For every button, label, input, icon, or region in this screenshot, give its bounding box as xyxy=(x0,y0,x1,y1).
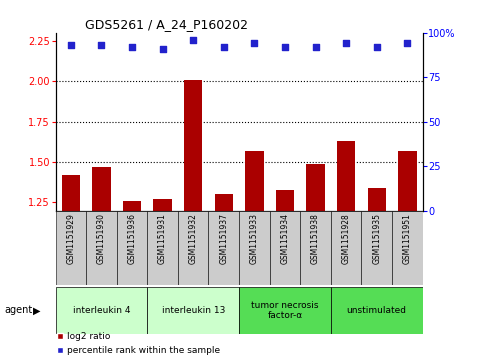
Bar xyxy=(245,151,264,211)
Bar xyxy=(337,141,355,211)
Point xyxy=(281,44,289,50)
Text: GSM1151951: GSM1151951 xyxy=(403,213,412,264)
Text: GSM1151933: GSM1151933 xyxy=(250,213,259,264)
Bar xyxy=(56,287,147,334)
Bar xyxy=(214,194,233,211)
Point xyxy=(312,44,319,50)
Text: GSM1151938: GSM1151938 xyxy=(311,213,320,264)
Text: GDS5261 / A_24_P160202: GDS5261 / A_24_P160202 xyxy=(85,19,248,32)
Bar xyxy=(331,211,361,285)
Text: agent: agent xyxy=(5,305,33,315)
Point xyxy=(403,40,411,46)
Point xyxy=(98,42,105,48)
Text: GSM1151930: GSM1151930 xyxy=(97,213,106,264)
Point xyxy=(342,40,350,46)
Bar xyxy=(239,211,270,285)
Point xyxy=(128,44,136,50)
Bar xyxy=(239,287,331,334)
Point xyxy=(159,46,167,52)
Point xyxy=(373,44,381,50)
Bar xyxy=(178,211,209,285)
Bar xyxy=(368,188,386,211)
Text: GSM1151936: GSM1151936 xyxy=(128,213,137,264)
Point xyxy=(67,42,75,48)
Bar xyxy=(270,211,300,285)
Bar xyxy=(86,211,117,285)
Text: GSM1151935: GSM1151935 xyxy=(372,213,381,264)
Bar xyxy=(398,151,416,211)
Legend: log2 ratio, percentile rank within the sample: log2 ratio, percentile rank within the s… xyxy=(53,329,224,359)
Bar xyxy=(306,164,325,211)
Bar xyxy=(361,211,392,285)
Text: unstimulated: unstimulated xyxy=(347,306,407,315)
Bar xyxy=(154,199,172,211)
Bar xyxy=(92,167,111,211)
Bar xyxy=(209,211,239,285)
Bar xyxy=(147,211,178,285)
Text: ▶: ▶ xyxy=(32,305,40,315)
Bar xyxy=(123,201,141,211)
Text: interleukin 13: interleukin 13 xyxy=(161,306,225,315)
Text: tumor necrosis
factor-α: tumor necrosis factor-α xyxy=(251,301,319,320)
Text: GSM1151931: GSM1151931 xyxy=(158,213,167,264)
Bar xyxy=(184,79,202,211)
Bar xyxy=(147,287,239,334)
Point xyxy=(189,37,197,43)
Text: GSM1151934: GSM1151934 xyxy=(281,213,289,264)
Bar xyxy=(117,211,147,285)
Bar xyxy=(331,287,423,334)
Text: interleukin 4: interleukin 4 xyxy=(72,306,130,315)
Text: GSM1151929: GSM1151929 xyxy=(66,213,75,264)
Text: GSM1151932: GSM1151932 xyxy=(189,213,198,264)
Bar xyxy=(62,175,80,211)
Text: GSM1151928: GSM1151928 xyxy=(341,213,351,264)
Point xyxy=(251,40,258,46)
Bar xyxy=(300,211,331,285)
Bar xyxy=(276,189,294,211)
Point xyxy=(220,44,227,50)
Bar xyxy=(56,211,86,285)
Bar xyxy=(392,211,423,285)
Text: GSM1151937: GSM1151937 xyxy=(219,213,228,264)
